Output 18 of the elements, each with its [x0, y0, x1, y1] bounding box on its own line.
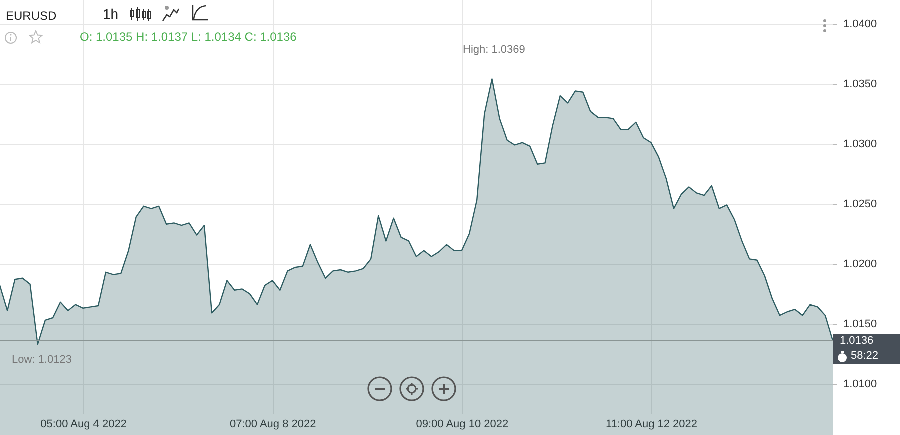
- ref-line-label: 1.0136: [840, 334, 874, 347]
- x-tick-label: 11:00 Aug 12 2022: [606, 418, 698, 430]
- y-tick-label: 1.0300: [844, 138, 878, 150]
- annotation: 1h: [103, 6, 119, 22]
- text: EURUSD: [6, 9, 57, 23]
- y-tick-label: 1.0100: [844, 378, 878, 390]
- x-tick-label: 07:00 Aug 8 2022: [230, 418, 316, 430]
- text: 58:22: [851, 350, 879, 362]
- y-tick-label: 1.0350: [844, 78, 878, 90]
- y-tick-label: 1.0200: [844, 258, 878, 270]
- y-tick-label: 1.0150: [844, 318, 878, 330]
- y-tick-label: 1.0250: [844, 198, 878, 210]
- y-tick-label: 1.0400: [844, 18, 878, 30]
- annotation: Low: 1.0123: [12, 354, 72, 366]
- x-tick-label: 09:00 Aug 10 2022: [416, 418, 509, 430]
- x-tick-label: 05:00 Aug 4 2022: [40, 418, 127, 430]
- annotation: O: 1.0135 H: 1.0137 L: 1.0134 C: 1.0136: [80, 30, 297, 44]
- annotation: High: 1.0369: [463, 44, 526, 56]
